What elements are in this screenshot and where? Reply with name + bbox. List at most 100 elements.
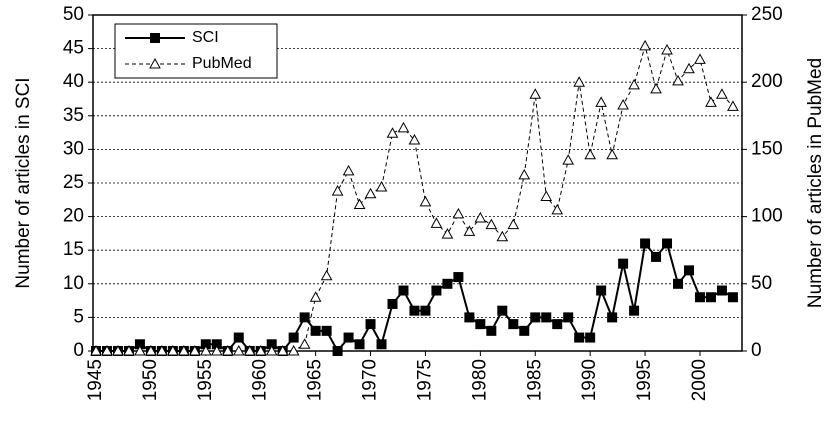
triangle-marker bbox=[650, 82, 662, 94]
square-marker bbox=[607, 312, 618, 323]
square-marker bbox=[211, 339, 222, 350]
square-marker bbox=[563, 312, 574, 323]
triangle-marker bbox=[584, 148, 597, 160]
triangle-marker bbox=[419, 195, 432, 207]
triangle-marker bbox=[683, 62, 695, 74]
y-axis-label: Number of articles in SCI bbox=[13, 77, 34, 288]
square-marker bbox=[398, 285, 409, 296]
triangle-marker bbox=[661, 43, 673, 55]
square-marker bbox=[442, 278, 453, 289]
x-tick-label: 1955 bbox=[195, 359, 216, 401]
square-marker bbox=[299, 312, 310, 323]
square-marker bbox=[486, 325, 497, 336]
triangle-marker bbox=[474, 211, 487, 223]
x-tick-label: 1950 bbox=[140, 359, 161, 401]
triangle-marker bbox=[573, 76, 586, 87]
square-marker bbox=[354, 339, 365, 350]
square-marker bbox=[705, 292, 716, 303]
triangle-marker bbox=[353, 198, 366, 210]
y-tick-label: 10 bbox=[63, 273, 84, 294]
legend-box bbox=[114, 23, 278, 79]
square-marker bbox=[585, 332, 596, 343]
square-marker bbox=[596, 285, 607, 296]
y2-tick-label: 0 bbox=[751, 340, 762, 361]
square-marker bbox=[508, 319, 519, 330]
x-tick-label: 1945 bbox=[85, 359, 106, 401]
square-marker bbox=[332, 346, 343, 356]
triangle-marker bbox=[331, 185, 344, 196]
y-tick-label: 50 bbox=[63, 4, 84, 25]
square-marker bbox=[431, 285, 442, 296]
y-tick-label: 0 bbox=[73, 340, 84, 361]
x-tick-label: 1960 bbox=[250, 359, 271, 401]
square-marker bbox=[409, 305, 420, 316]
x-tick-label: 1975 bbox=[414, 359, 435, 401]
legend-label: PubMed bbox=[192, 55, 252, 72]
y2-tick-label: 100 bbox=[751, 206, 783, 227]
triangle-marker bbox=[188, 344, 201, 356]
triangle-marker bbox=[309, 291, 322, 302]
triangle-marker bbox=[463, 225, 476, 236]
legend-marker bbox=[149, 57, 161, 69]
triangle-marker bbox=[518, 168, 531, 180]
square-marker bbox=[288, 332, 299, 343]
triangle-marker bbox=[628, 78, 640, 90]
triangle-marker bbox=[430, 217, 443, 228]
square-marker bbox=[694, 292, 705, 303]
triangle-marker bbox=[210, 344, 223, 356]
triangle-marker bbox=[123, 344, 135, 356]
square-marker bbox=[464, 312, 475, 323]
x-tick-label: 1990 bbox=[579, 359, 600, 401]
triangle-marker bbox=[716, 88, 728, 99]
x-tick-label: 1985 bbox=[524, 359, 545, 401]
x-tick-label: 1995 bbox=[634, 359, 655, 401]
square-marker bbox=[475, 319, 486, 330]
triangle-marker bbox=[705, 96, 717, 107]
square-marker bbox=[673, 278, 684, 289]
square-marker bbox=[321, 325, 332, 336]
legend-marker bbox=[150, 33, 160, 43]
legend-label: SCI bbox=[192, 29, 219, 46]
y-tick-label: 40 bbox=[63, 71, 84, 92]
square-marker bbox=[519, 325, 530, 336]
triangle-marker bbox=[617, 99, 629, 110]
triangle-marker bbox=[156, 344, 168, 356]
triangle-marker bbox=[199, 344, 212, 356]
square-marker bbox=[365, 319, 376, 330]
triangle-marker bbox=[441, 228, 454, 239]
square-marker bbox=[310, 325, 321, 336]
triangle-marker bbox=[101, 344, 113, 356]
y2-tick-label: 150 bbox=[751, 138, 783, 159]
triangle-marker bbox=[232, 344, 245, 356]
y-tick-label: 15 bbox=[63, 239, 84, 260]
triangle-marker bbox=[606, 148, 618, 160]
triangle-marker bbox=[496, 230, 509, 242]
triangle-marker bbox=[265, 344, 278, 356]
square-marker bbox=[629, 305, 640, 316]
square-marker bbox=[376, 339, 387, 350]
square-marker bbox=[233, 332, 244, 343]
plot-frame bbox=[92, 14, 743, 352]
y-tick-label: 20 bbox=[63, 206, 84, 227]
triangle-marker bbox=[694, 53, 706, 64]
square-marker bbox=[453, 272, 464, 283]
triangle-marker bbox=[178, 344, 190, 356]
triangle-marker bbox=[408, 133, 421, 145]
y-tick-label: 45 bbox=[63, 38, 84, 59]
triangle-marker bbox=[90, 344, 102, 356]
triangle-marker bbox=[727, 100, 739, 111]
square-marker bbox=[343, 332, 354, 343]
triangle-marker bbox=[221, 344, 234, 356]
triangle-marker bbox=[540, 190, 553, 201]
x-tick-label: 1970 bbox=[360, 359, 381, 401]
triangle-marker bbox=[551, 203, 564, 215]
triangle-marker bbox=[134, 344, 146, 356]
square-marker bbox=[727, 292, 738, 303]
y2-axis-label: Number of articles in PubMed bbox=[805, 58, 826, 308]
x-tick-label: 1980 bbox=[469, 359, 490, 401]
square-marker bbox=[541, 312, 552, 323]
triangle-marker bbox=[320, 269, 333, 281]
y-tick-label: 25 bbox=[63, 172, 84, 193]
triangle-marker bbox=[639, 39, 651, 51]
